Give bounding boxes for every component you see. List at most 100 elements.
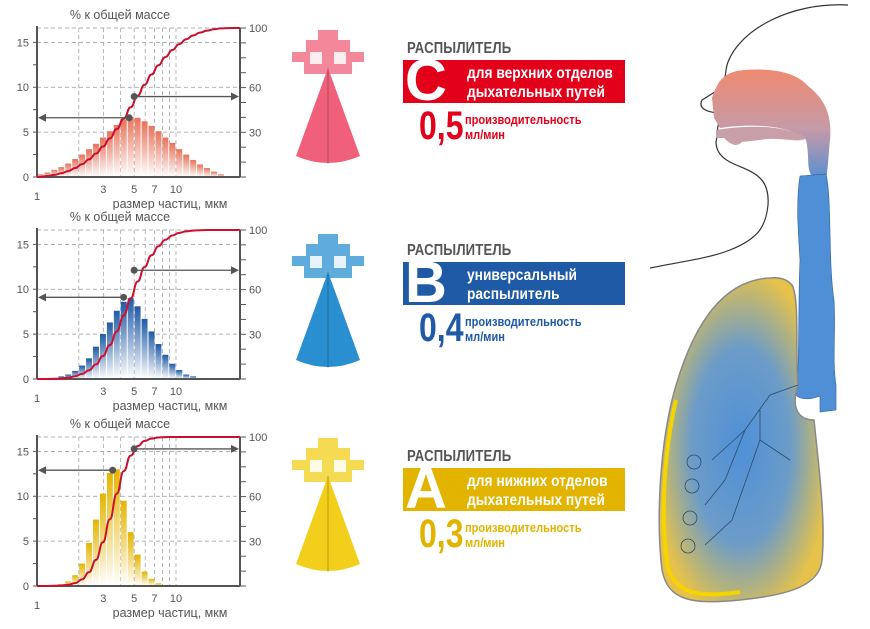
right-arrowhead-icon: [231, 92, 239, 101]
x-tick-label: 7: [151, 184, 157, 196]
banner: A для нижних отделов дыхательных путей: [403, 460, 625, 518]
oral-cavity: [716, 126, 806, 145]
nozzle-cone: [296, 68, 360, 163]
x-axis-label: размер частиц, мкм: [113, 197, 228, 210]
histogram-bar: [155, 583, 162, 586]
y-right-tick-label: 60: [249, 285, 261, 297]
letter: B: [405, 250, 447, 315]
histogram-bar: [148, 125, 155, 177]
histogram-bar: [204, 168, 210, 177]
histogram-bar: [51, 169, 58, 177]
histogram-bar: [141, 318, 148, 379]
nebulizer-c-label: РАСПЫЛИТЕЛЬ C для верхних отделов дыхател…: [403, 40, 633, 155]
histogram-bar: [113, 469, 120, 586]
x-tick-label: 7: [151, 593, 157, 605]
cumulative-curve: [36, 229, 240, 380]
x-tick-label: 1: [34, 191, 40, 203]
y-left-tick-label: 5: [23, 127, 29, 139]
y-left-tick-label: 0: [23, 374, 29, 386]
x-tick-label: 7: [151, 386, 157, 398]
chart-title: % к общей массе: [70, 417, 170, 431]
rate-value: 0,3: [419, 512, 464, 556]
description-line-1: для нижних отделов: [467, 473, 608, 490]
histogram-bar: [72, 370, 79, 379]
chart-panel-b: 0 5 10 15 30 60 100 1 3 5 7 10 % к общей массе размер…: [0, 202, 275, 412]
rate-unit: производительность мл/мин: [465, 314, 582, 344]
histogram-bar: [127, 116, 134, 177]
description: для верхних отделов дыхательных путей: [467, 64, 613, 102]
description: универсальный распылитель: [467, 266, 577, 304]
histogram-bar: [183, 154, 190, 177]
cumulative-marker: [130, 93, 138, 101]
y-right-tick-label: 30: [249, 536, 261, 548]
description-line-2: дыхательных путей: [467, 492, 605, 509]
x-tick-label: 5: [131, 386, 137, 398]
particle-chart-a: 0 5 10 15 30 60 100 1 3 5 7 10 % к общей массе размер…: [17, 417, 268, 619]
alveoli: [680, 454, 702, 554]
nozzle-top-plate: [292, 30, 364, 74]
y-left-tick-label: 15: [17, 446, 29, 458]
y-right-tick-label: 30: [249, 329, 261, 341]
x-tick-label: 3: [100, 184, 106, 196]
histogram-bar: [127, 532, 134, 586]
y-left-tick-label: 10: [17, 284, 29, 296]
nozzle-top-plate: [292, 438, 364, 482]
nozzle-c-image: [280, 28, 380, 173]
description-line-2: распылитель: [467, 286, 560, 303]
rate-unit-text: мл/мин: [465, 329, 505, 344]
rate-unit: производительность мл/мин: [465, 520, 582, 550]
rate-label: производительность: [465, 112, 582, 127]
nozzle-cone: [296, 476, 360, 571]
left-arrowhead-icon: [38, 293, 46, 302]
histogram-bar: [79, 563, 86, 586]
lung-rim: [661, 399, 741, 597]
nozzle-cone: [296, 272, 360, 367]
nozzle-window: [310, 256, 322, 268]
histogram-bar: [183, 374, 190, 379]
histogram-bar: [155, 343, 162, 379]
x-tick-label: 5: [131, 184, 137, 196]
x-tick-label: 1: [34, 600, 40, 612]
respiratory-tract-illustration: [649, 4, 849, 603]
histogram-bar: [86, 149, 93, 177]
histogram-bar: [148, 331, 155, 379]
right-arrowhead-icon: [231, 266, 239, 275]
y-left-tick-label: 10: [17, 82, 29, 94]
kicker: РАСПЫЛИТЕЛЬ: [407, 448, 512, 465]
nozzle-b-image: [280, 232, 380, 377]
histogram-bar: [44, 172, 51, 177]
chart-title: % к общей массе: [70, 8, 170, 22]
y-left-tick-label: 10: [17, 491, 29, 503]
nozzle-top-plate: [292, 234, 364, 278]
histogram-bar: [134, 554, 141, 586]
peak-marker: [120, 293, 128, 301]
histogram-bar: [210, 171, 217, 177]
y-left-tick-label: 0: [23, 172, 29, 184]
histogram-bar: [176, 149, 183, 177]
trachea: [795, 173, 837, 413]
left-arrowhead-icon: [38, 113, 46, 122]
histogram-bar: [169, 363, 176, 379]
x-axis-label: размер частиц, мкм: [113, 606, 228, 619]
histogram-bar: [176, 370, 183, 379]
histogram-bar: [197, 164, 204, 177]
histogram-bar: [120, 119, 127, 177]
banner: B универсальный распылитель: [403, 254, 625, 312]
y-left-tick-label: 0: [23, 581, 29, 593]
nozzle-window: [310, 460, 322, 472]
histogram-bar: [141, 571, 148, 586]
banner: C для верхних отделов дыхательных путей: [403, 52, 625, 110]
rate-value: 0,4: [419, 306, 464, 350]
kicker: РАСПЫЛИТЕЛЬ: [407, 242, 512, 259]
histogram-bar: [190, 159, 197, 177]
rate-label: производительность: [465, 314, 582, 329]
histogram-bar: [106, 322, 113, 379]
nasal-cavity: [712, 69, 831, 178]
x-tick-label: 10: [170, 593, 182, 605]
rate-unit-text: мл/мин: [465, 535, 505, 550]
x-tick-label: 3: [100, 386, 106, 398]
histogram-bar: [106, 131, 113, 177]
nozzle-window: [334, 256, 346, 268]
histogram-bar: [162, 354, 169, 379]
histogram-bar: [113, 124, 120, 177]
